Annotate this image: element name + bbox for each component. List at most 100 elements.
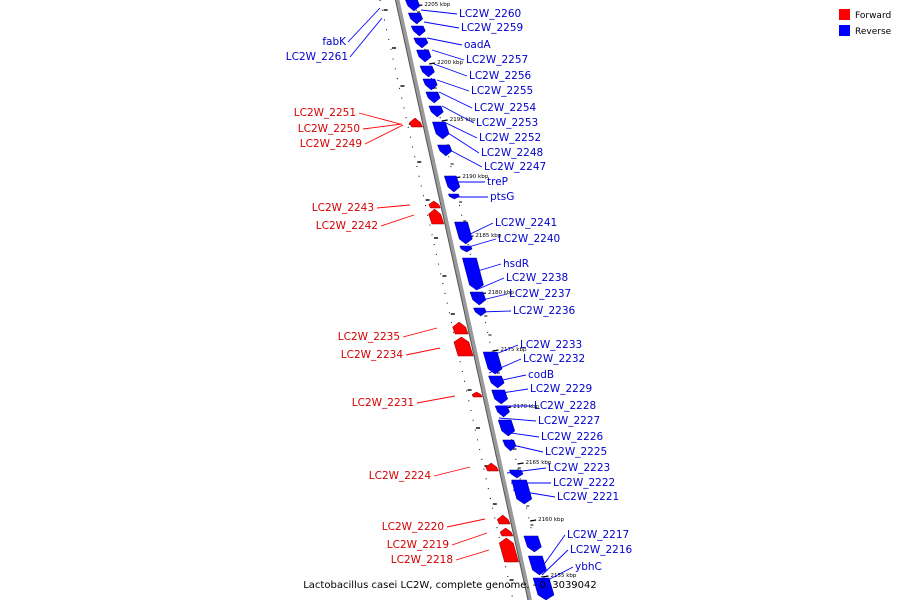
reverse-feature — [462, 257, 484, 291]
gene-label: LC2W_2259 — [461, 22, 523, 34]
reverse-feature — [469, 291, 487, 306]
leader-line — [433, 63, 468, 77]
leader-line — [507, 443, 544, 453]
gene-label: LC2W_2252 — [479, 132, 541, 144]
gene-label: LC2W_2237 — [509, 288, 571, 300]
gene-label: LC2W_2226 — [541, 431, 604, 443]
gene-label: LC2W_2250 — [298, 123, 360, 135]
gene-label: LC2W_2235 — [338, 331, 400, 343]
gene-label: LC2W_2257 — [466, 54, 528, 66]
leader-line — [547, 566, 574, 581]
gene-label: LC2W_2236 — [513, 305, 576, 317]
gene-label: treP — [487, 176, 508, 188]
leader-line — [539, 534, 566, 571]
leader-line — [498, 417, 537, 422]
forward-feature — [499, 537, 519, 563]
gene-label: LC2W_2261 — [286, 51, 348, 63]
leader-line — [376, 204, 411, 209]
gene-label: LC2W_2253 — [476, 117, 538, 129]
gene-label: LC2W_2254 — [474, 102, 537, 114]
reverse-feature — [437, 144, 453, 157]
leader-line — [503, 431, 540, 438]
reverse-feature — [443, 175, 461, 193]
gene-label: codB — [528, 369, 554, 381]
leader-line — [438, 91, 473, 109]
gene-label: LC2W_2217 — [567, 529, 629, 541]
gene-label: LC2W_2260 — [459, 8, 521, 20]
leader-line — [447, 132, 480, 154]
gene-label: LC2W_2240 — [498, 233, 560, 245]
legend-reverse-swatch — [839, 25, 850, 36]
tick-label: 2170 kbp — [513, 404, 539, 410]
tick-mark — [517, 462, 524, 465]
tick-mark — [429, 62, 436, 65]
tick-label: 2190 kbp — [462, 174, 488, 180]
reverse-feature — [407, 12, 423, 25]
gene-label: LC2W_2243 — [312, 202, 374, 214]
leader-line — [492, 374, 527, 383]
gene-label: LC2W_2227 — [538, 415, 600, 427]
reverse-feature — [494, 405, 510, 418]
leader-line — [451, 532, 488, 546]
leader-line — [445, 147, 483, 168]
leader-line — [436, 79, 470, 92]
leader-line — [441, 105, 475, 124]
gene-label: LC2W_2231 — [352, 397, 414, 409]
reverse-feature — [422, 78, 438, 91]
gene-label: LC2W_2216 — [570, 544, 633, 556]
leader-line — [431, 49, 465, 61]
leader-line — [479, 310, 512, 313]
leader-line — [446, 518, 486, 528]
gene-label: LC2W_2249 — [300, 138, 362, 150]
reverse-feature — [413, 37, 429, 49]
leader-line — [433, 466, 471, 477]
forward-feature — [453, 336, 474, 357]
tick-mark — [529, 519, 537, 522]
legend: Forward Reverse — [839, 9, 892, 37]
legend-reverse-label: Reverse — [855, 27, 892, 37]
leader-line — [420, 9, 458, 15]
legend-forward-label: Forward — [855, 11, 891, 21]
tick-label: 2200 kbp — [437, 60, 463, 66]
leader-line — [461, 222, 494, 239]
leader-line — [416, 395, 456, 404]
reverse-feature — [502, 439, 517, 452]
leader-line — [477, 293, 508, 302]
gene-label: LC2W_2222 — [553, 477, 615, 489]
reverse-feature — [511, 479, 533, 505]
gene-label: LC2W_2255 — [471, 85, 533, 97]
forward-feature — [471, 391, 483, 398]
reverse-feature — [416, 49, 432, 63]
forward-feature — [496, 514, 511, 525]
leader-line — [541, 549, 569, 576]
reverse-feature — [459, 245, 473, 253]
leader-line — [380, 214, 415, 227]
reverse-feature — [432, 121, 450, 140]
leader-line — [506, 467, 547, 474]
gene-label: fabK — [322, 36, 347, 48]
tick-label: 2185 kbp — [475, 233, 501, 239]
gene-label: oadA — [464, 39, 492, 51]
reverse-feature — [488, 375, 505, 389]
leader-line — [349, 17, 383, 58]
leader-line — [402, 327, 438, 338]
gene-label: LC2W_2223 — [548, 462, 610, 474]
genome-caption: Lactobacillus casei LC2W, complete genom… — [303, 580, 597, 591]
reverse-feature — [419, 65, 435, 78]
gene-label: LC2W_2242 — [316, 220, 378, 232]
gene-label: LC2W_2238 — [506, 272, 568, 284]
gene-label: LC2W_2221 — [557, 491, 619, 503]
gene-label: LC2W_2233 — [520, 339, 582, 351]
forward-feature — [452, 321, 469, 335]
gene-label: LC2W_2229 — [530, 383, 592, 395]
leader-line — [423, 21, 460, 29]
reverse-feature — [523, 535, 542, 553]
gene-label: LC2W_2228 — [534, 400, 596, 412]
leader-line — [455, 549, 490, 561]
reverse-feature — [410, 25, 426, 37]
leader-line — [494, 388, 529, 395]
tick-label: 2160 kbp — [538, 517, 564, 523]
reverse-feature — [473, 307, 487, 317]
gene-label: LC2W_2241 — [495, 217, 557, 229]
